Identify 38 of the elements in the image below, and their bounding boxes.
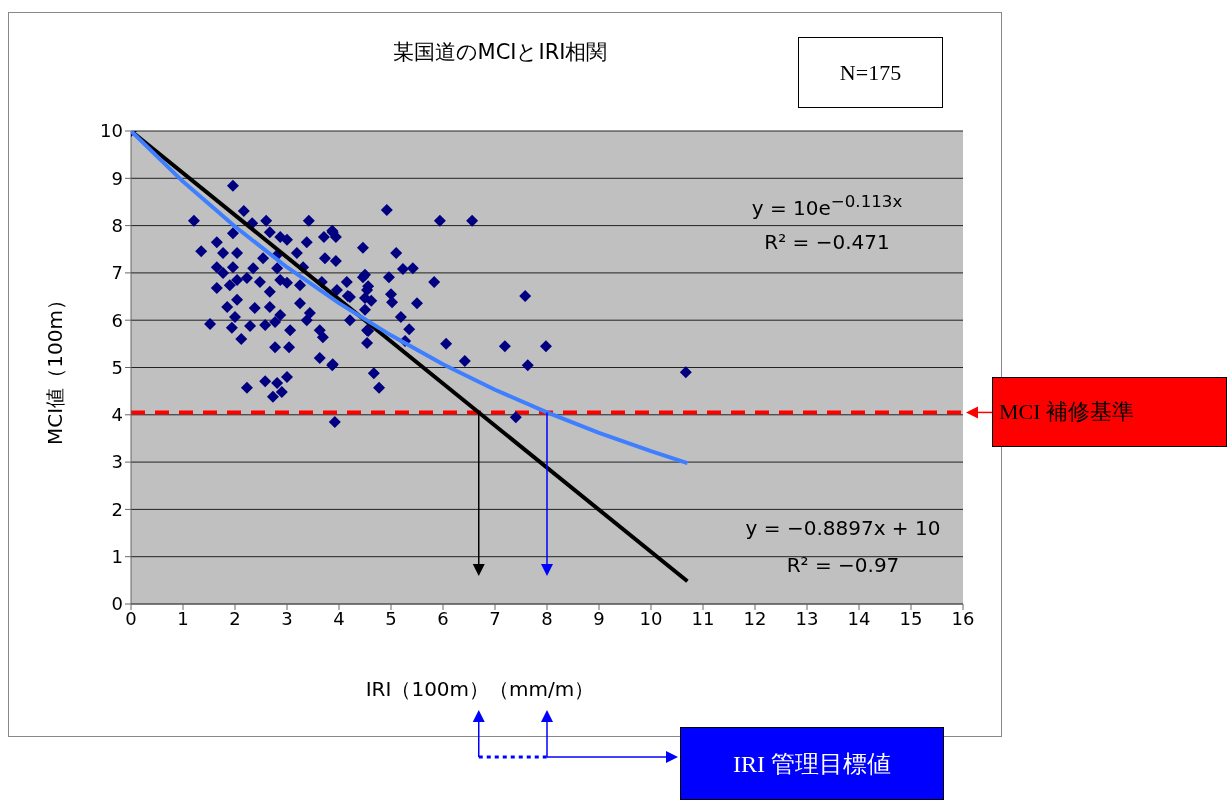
x-tick-label: 0 xyxy=(125,607,137,629)
ref-line-label: MCI 補修基準 xyxy=(992,377,1227,448)
annotation: y = 10e$^{−0.113x}$ xyxy=(750,192,904,220)
text: IRI 管理目標値 xyxy=(680,727,944,800)
y-tick-label: 2 xyxy=(111,498,123,520)
y-axis-title: MCI値（100m） xyxy=(41,289,68,447)
x-tick-label: 10 xyxy=(639,607,663,629)
x-tick-label: 8 xyxy=(541,607,553,629)
x-tick-label: 14 xyxy=(847,607,871,629)
y-tick-label: 0 xyxy=(111,593,123,615)
x-tick-label: 5 xyxy=(385,607,397,629)
y-tick-label: 5 xyxy=(111,356,123,378)
x-tick-label: 7 xyxy=(489,607,501,629)
y-tick-label: 8 xyxy=(111,214,123,236)
text: N=175 xyxy=(798,37,943,108)
x-tick-label: 13 xyxy=(795,607,819,629)
y-tick-label: 9 xyxy=(111,167,123,189)
x-tick-label: 11 xyxy=(691,607,715,629)
x-tick-label: 2 xyxy=(229,607,241,629)
x-axis-title: IRI（100m）（mm/m） xyxy=(364,676,596,703)
x-tick-label: 15 xyxy=(899,607,923,629)
y-tick-label: 10 xyxy=(100,120,123,142)
annotation: y = −0.8897x + 10 xyxy=(744,516,942,540)
x-tick-label: 3 xyxy=(281,607,293,629)
annotation: R² = −0.471 xyxy=(763,230,891,254)
x-tick-label: 6 xyxy=(437,607,449,629)
annotation: R² = −0.97 xyxy=(785,553,901,577)
y-tick-label: 4 xyxy=(111,404,123,426)
x-tick-label: 4 xyxy=(333,607,345,629)
chart-title: 某国道のMCIとIRI相関 xyxy=(391,39,609,66)
x-tick-label: 9 xyxy=(593,607,605,629)
y-tick-label: 7 xyxy=(111,262,123,284)
x-tick-label: 12 xyxy=(743,607,767,629)
y-tick-label: 3 xyxy=(111,451,123,473)
y-tick-label: 1 xyxy=(111,546,123,568)
y-tick-label: 6 xyxy=(111,309,123,331)
x-tick-label: 16 xyxy=(951,607,975,629)
x-tick-label: 1 xyxy=(177,607,189,629)
